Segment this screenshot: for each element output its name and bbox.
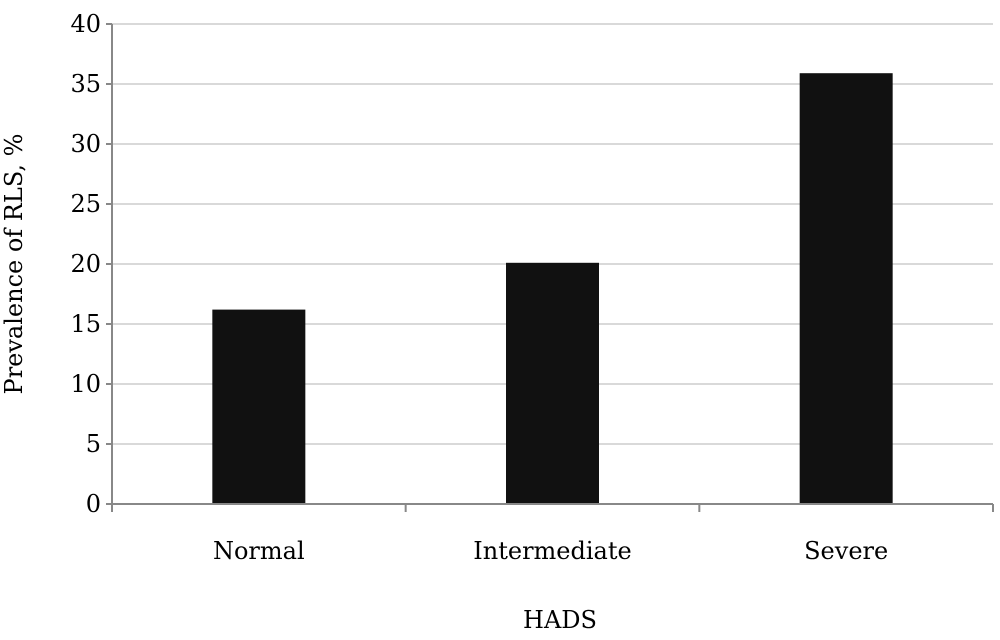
bars: [212, 73, 893, 504]
y-tick-label: 25: [70, 190, 101, 218]
bar-severe: [799, 73, 893, 504]
y-tick-label: 10: [70, 370, 101, 398]
x-axis-title: HADS: [523, 606, 597, 634]
y-tick-labels: 0 5 10 15 20 25 30 35 40: [70, 10, 101, 518]
x-tick-label: Severe: [804, 537, 888, 565]
y-tick-label: 30: [70, 130, 101, 158]
bar-intermediate: [506, 262, 599, 504]
y-tick-label: 5: [86, 430, 101, 458]
y-tick-label: 15: [70, 310, 101, 338]
x-tick-labels: Normal Intermediate Severe: [213, 537, 888, 565]
y-tick-label: 0: [86, 490, 101, 518]
bar-normal: [212, 309, 306, 504]
axes: [106, 23, 994, 512]
y-tick-label: 20: [70, 250, 101, 278]
x-tick-label: Intermediate: [473, 537, 631, 565]
y-tick-label: 40: [70, 10, 101, 38]
y-tick-label: 35: [70, 70, 101, 98]
y-axis-title: Prevalence of RLS, %: [0, 134, 28, 395]
x-tick-label: Normal: [213, 537, 305, 565]
